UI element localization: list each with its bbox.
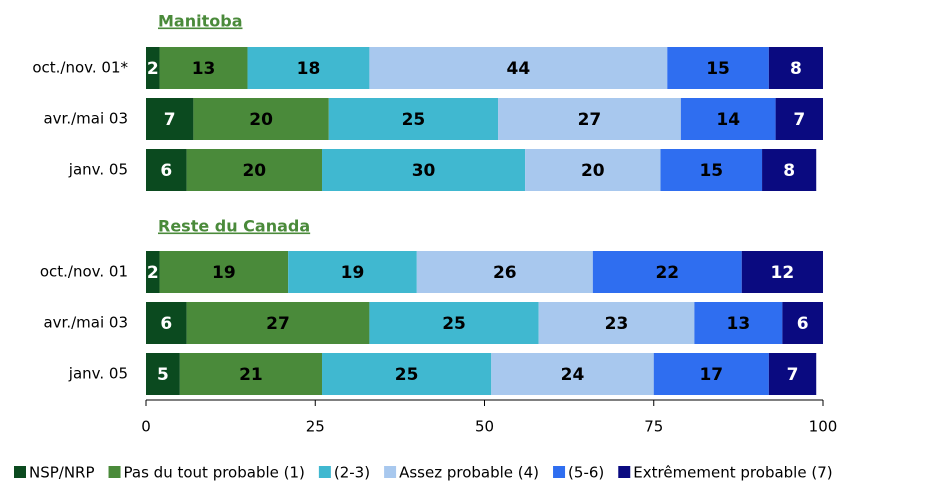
bar-segment [186,302,370,344]
legend-swatch [618,466,631,478]
bar-segment [146,47,160,89]
value-label: 25 [442,314,466,334]
category-label: janv. 05 [68,161,128,179]
x-tick-label: 0 [141,418,151,436]
bar-segment [667,47,769,89]
bar-segment [193,98,329,140]
bar-segment [741,251,823,293]
value-label: 44 [507,59,531,79]
bar-segment [768,353,817,395]
bar-segment [322,149,526,191]
bar-segment [179,353,323,395]
legend-label: (2-3) [334,464,370,482]
legend-label: Pas du tout probable (1) [124,464,305,482]
bar-segment [694,302,783,344]
category-label: oct./nov. 01* [32,59,128,77]
value-label: 12 [771,263,795,283]
value-label: 20 [249,110,273,130]
value-label: 6 [160,161,172,181]
bar-segment [369,302,539,344]
bar-segment [775,98,823,140]
value-label: 22 [655,263,679,283]
legend-label: (5-6) [568,464,604,482]
bar-segment [369,47,668,89]
legend-label: Assez probable (4) [399,464,539,482]
category-label: oct./nov. 01 [40,263,128,281]
bar-segment [146,98,194,140]
value-label: 14 [716,110,740,130]
category-label: janv. 05 [68,365,128,383]
legend-label: Extrêmement probable (7) [633,464,832,482]
x-tick-label: 50 [475,418,494,436]
bar-segment [146,353,180,395]
value-label: 15 [706,59,730,79]
value-label: 27 [578,110,602,130]
value-label: 2 [147,59,159,79]
bar-segment [146,149,187,191]
value-label: 15 [699,161,723,181]
bar-segment [762,149,817,191]
legend-swatch [553,466,566,478]
group-title: Manitoba [158,12,242,31]
value-label: 6 [797,314,809,334]
value-label: 5 [157,365,169,385]
value-label: 2 [147,263,159,283]
bar-segment [416,251,593,293]
bar-segment [146,302,187,344]
bar-segment [653,353,769,395]
bar-segment [186,149,323,191]
value-label: 25 [402,110,426,130]
x-tick-label: 75 [644,418,663,436]
bar-segment [322,353,492,395]
bar-segment [680,98,776,140]
bar-segment [498,98,681,140]
value-label: 7 [787,365,799,385]
value-label: 8 [790,59,802,79]
bar-segment [768,47,823,89]
legend-swatch [384,466,397,478]
bar-segment [592,251,742,293]
value-label: 17 [699,365,723,385]
bar-segment [782,302,823,344]
bar-segment [159,251,289,293]
value-label: 18 [297,59,321,79]
value-label: 30 [412,161,436,181]
bar-segment [247,47,370,89]
bar-segment [146,251,160,293]
legend-swatch [318,466,331,478]
value-label: 19 [212,263,236,283]
value-label: 24 [561,365,585,385]
value-label: 27 [266,314,290,334]
bar-segment [159,47,248,89]
x-tick-label: 25 [306,418,325,436]
bar-segment [538,302,695,344]
value-label: 13 [727,314,751,334]
value-label: 7 [793,110,805,130]
value-label: 13 [192,59,216,79]
value-label: 25 [395,365,419,385]
value-label: 20 [242,161,266,181]
category-label: avr./mai 03 [43,314,128,332]
bar-segment [660,149,763,191]
legend-label: NSP/NRP [29,464,95,482]
value-label: 6 [160,314,172,334]
bar-segment [288,251,417,293]
value-label: 23 [605,314,629,334]
bar-segment [491,353,654,395]
value-label: 19 [341,263,365,283]
category-label: avr./mai 03 [43,110,128,128]
bar-segment [525,149,661,191]
legend-swatch [108,466,121,478]
value-label: 26 [493,263,517,283]
bar-segment [328,98,499,140]
x-tick-label: 100 [809,418,838,436]
value-label: 8 [783,161,795,181]
value-label: 21 [239,365,263,385]
value-label: 20 [581,161,605,181]
legend-swatch [14,466,26,478]
group-title: Reste du Canada [158,217,310,236]
value-label: 7 [164,110,176,130]
